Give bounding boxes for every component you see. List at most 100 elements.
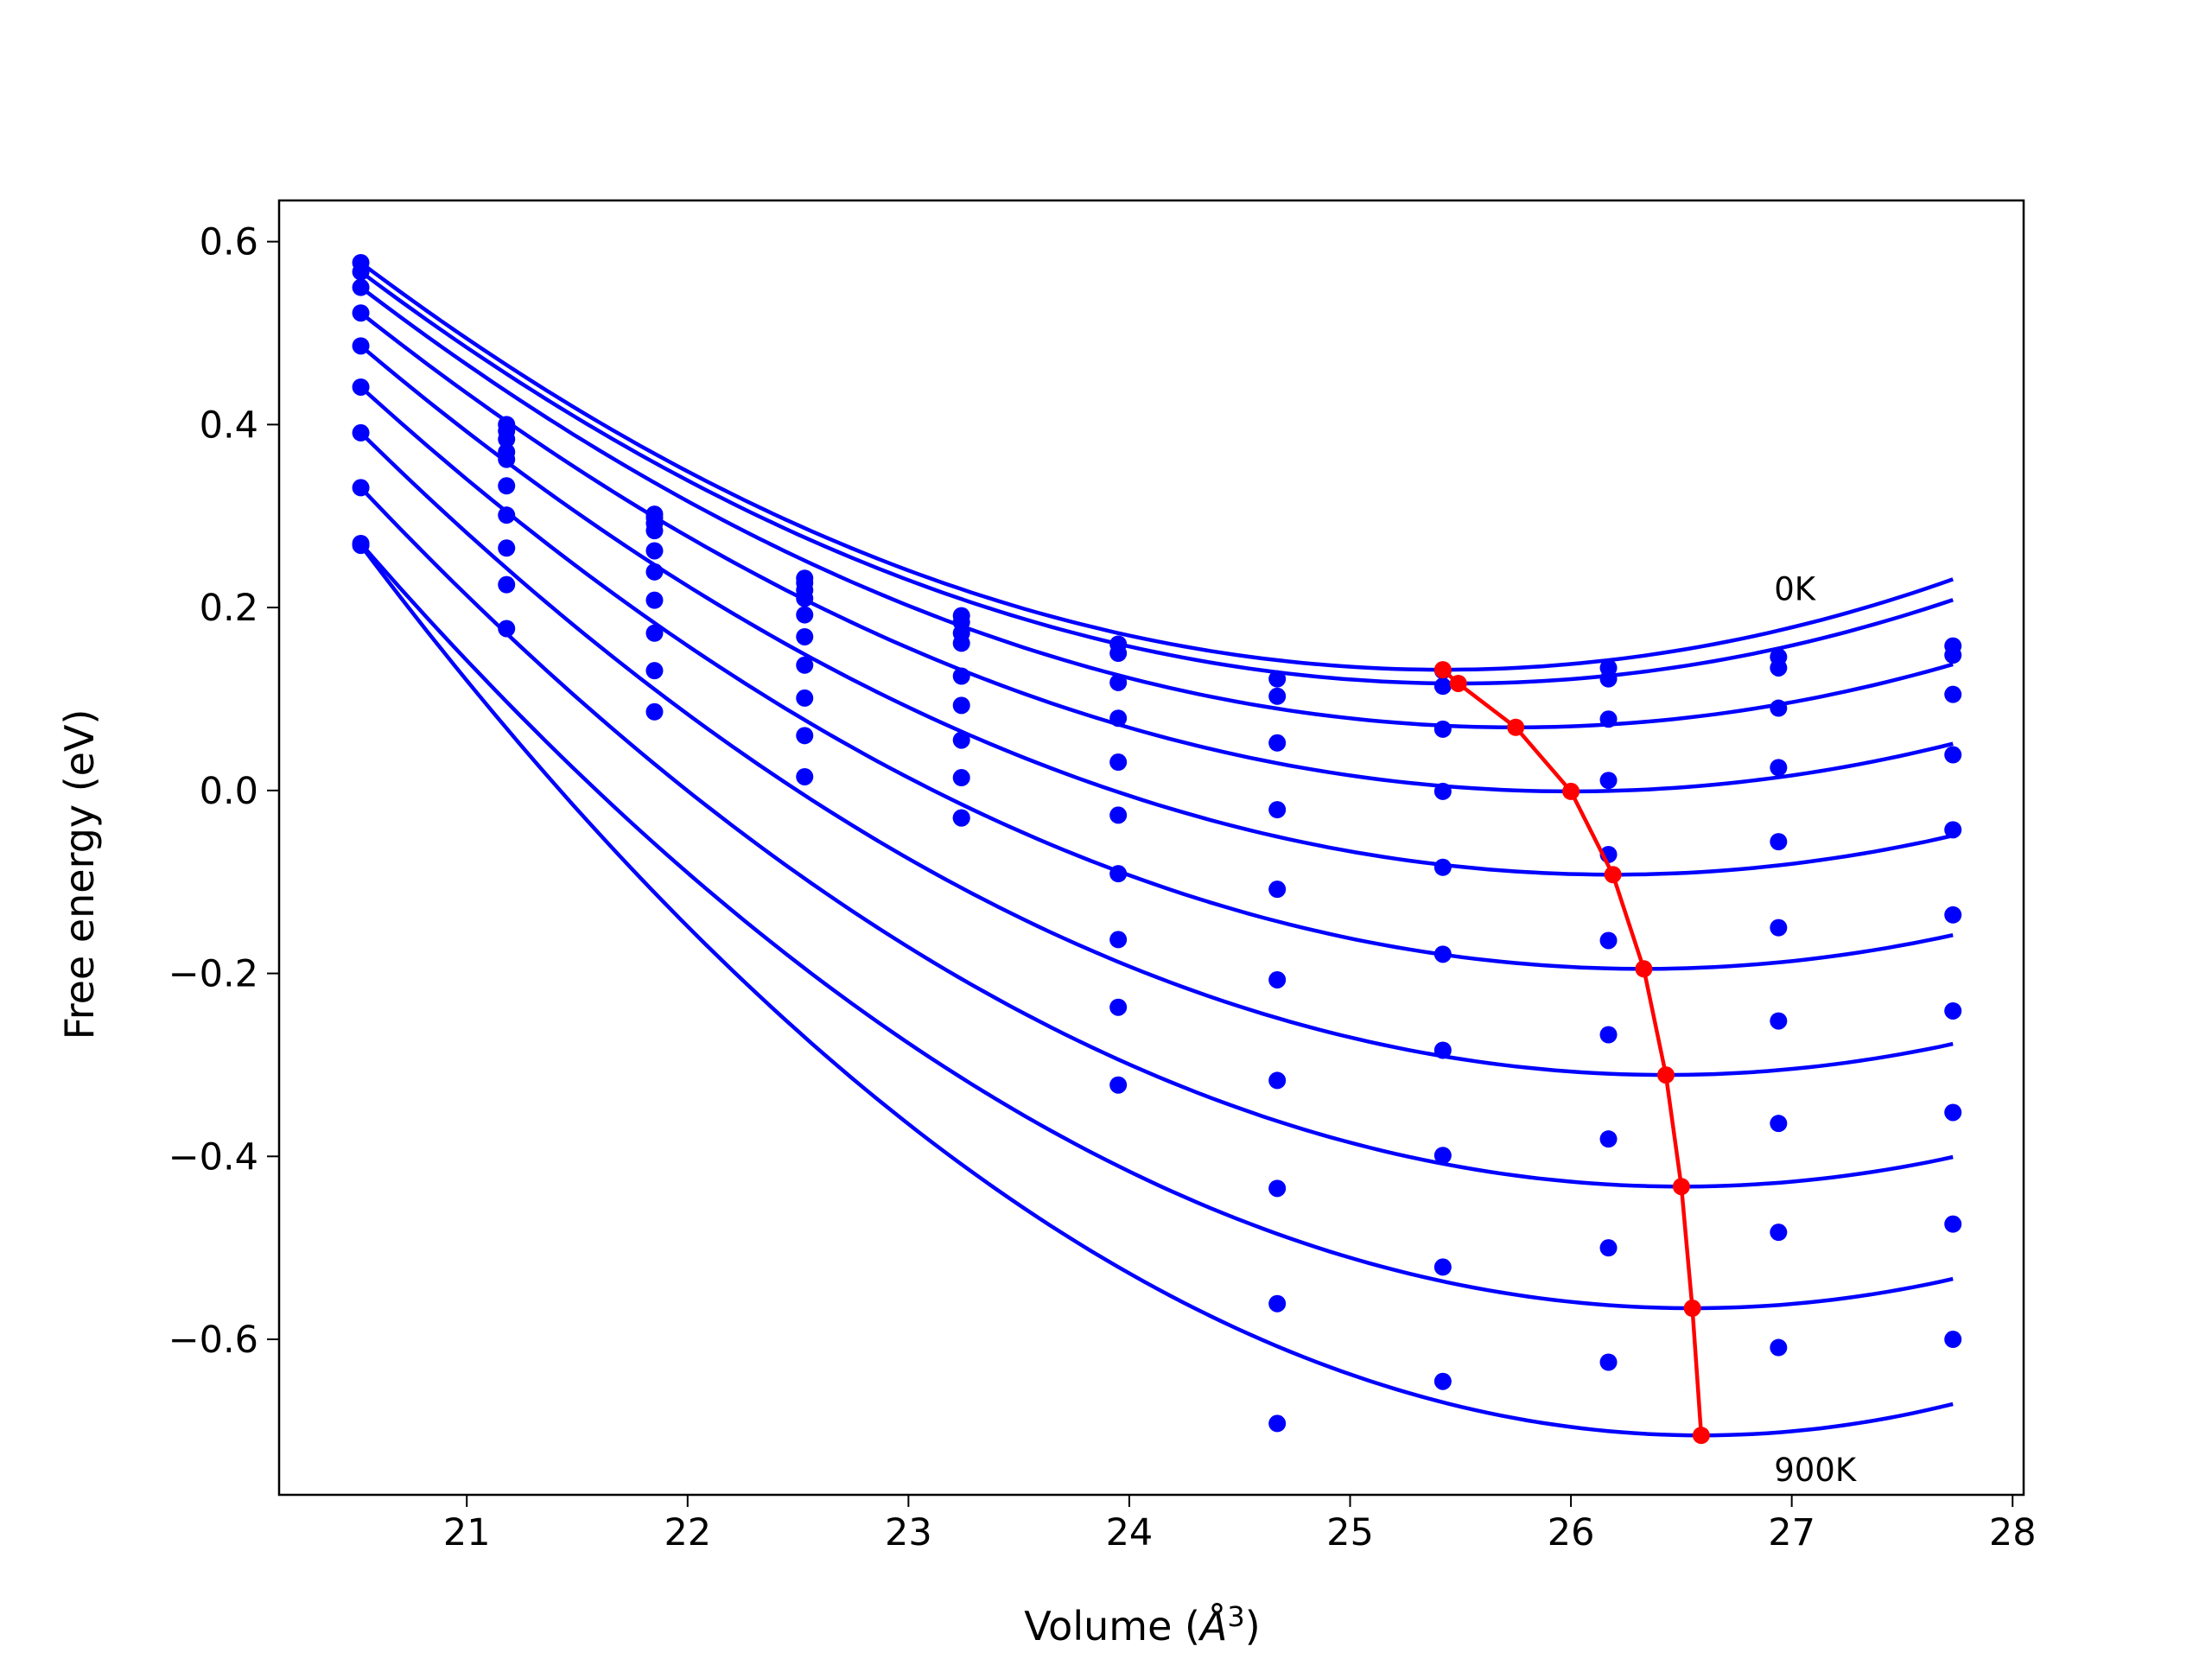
data-point	[1944, 906, 1962, 924]
data-point	[352, 537, 370, 555]
data-point	[1268, 687, 1287, 705]
x-axis-ticks: 21 22 23 24 25 26 27 28	[443, 1495, 2037, 1554]
minimum-point	[1672, 1178, 1690, 1196]
data-point	[1109, 645, 1128, 663]
data-point	[352, 378, 370, 396]
data-point	[1109, 931, 1128, 949]
data-point	[645, 624, 664, 642]
data-point	[1944, 1103, 1962, 1122]
y-tick-label: 0.6	[200, 221, 258, 264]
plot-frame	[277, 199, 2025, 1497]
fit-curves	[359, 261, 1954, 1438]
fit-curve-3	[359, 311, 1954, 794]
minimum-point	[1656, 1066, 1675, 1084]
y-tick-label: 0.0	[200, 770, 258, 813]
fit-curve-4	[359, 344, 1954, 877]
data-point	[1599, 1130, 1618, 1148]
fit-curve-9	[359, 543, 1954, 1438]
y-tick-label: −0.2	[168, 953, 258, 996]
data-point	[1599, 1026, 1618, 1044]
y-tick-label: −0.4	[168, 1135, 258, 1179]
data-point	[498, 539, 516, 557]
data-point	[1770, 759, 1788, 777]
data-point	[1599, 1239, 1618, 1257]
data-point	[1268, 734, 1287, 752]
minimum-line	[1441, 668, 1704, 1436]
data-point	[498, 430, 516, 448]
minimum-point	[1449, 674, 1467, 692]
data-point	[1433, 782, 1452, 800]
x-axis-label: Volume (Å3)	[1024, 1600, 1260, 1649]
x-tick-label: 25	[1326, 1511, 1374, 1554]
data-point	[1944, 821, 1962, 839]
data-point	[1268, 1414, 1287, 1433]
x-tick-label: 24	[1106, 1511, 1154, 1554]
data-point	[1268, 970, 1287, 988]
y-tick-label: 0.2	[200, 587, 258, 630]
data-point	[1599, 1353, 1618, 1371]
minimum-point	[1635, 960, 1653, 978]
x-tick-label: 23	[885, 1511, 932, 1554]
annotations: 0K 900K	[1774, 571, 1858, 1489]
fit-curve-2	[359, 285, 1954, 730]
data-point	[645, 563, 664, 581]
annotation-label: 0K	[1774, 571, 1817, 608]
data-point	[352, 479, 370, 497]
data-point	[1268, 1071, 1287, 1090]
data-point	[352, 304, 370, 322]
data-point	[796, 689, 814, 707]
fit-curve-6	[359, 431, 1954, 1077]
data-point	[1109, 865, 1128, 883]
data-point	[645, 522, 664, 540]
data-point	[952, 769, 970, 787]
data-point	[498, 450, 516, 468]
data-point	[645, 662, 664, 680]
data-point	[1599, 710, 1618, 728]
data-point	[645, 702, 664, 721]
data-point	[796, 589, 814, 607]
data-point	[1770, 1338, 1788, 1357]
data-point	[1770, 918, 1788, 937]
data-point	[1109, 709, 1128, 728]
y-tick-label: 0.4	[200, 404, 258, 447]
data-point	[1433, 1147, 1452, 1165]
fit-curve-0	[359, 261, 1954, 672]
data-point	[1268, 1294, 1287, 1313]
data-point	[796, 727, 814, 745]
minimum-point	[1433, 661, 1452, 679]
data-point	[352, 423, 370, 442]
data-point	[352, 263, 370, 281]
data-point	[498, 477, 516, 495]
data-point	[952, 667, 970, 685]
data-point	[1599, 931, 1618, 950]
data-point	[1268, 880, 1287, 899]
x-tick-label: 28	[1989, 1511, 2037, 1554]
data-point	[1944, 746, 1962, 764]
data-point	[1599, 772, 1618, 790]
minimum-point	[1507, 718, 1525, 736]
data-point	[1944, 646, 1962, 664]
data-point	[796, 767, 814, 785]
data-point	[1268, 670, 1287, 688]
data-point	[498, 506, 516, 524]
data-point	[952, 696, 970, 715]
data-point	[1433, 1041, 1452, 1059]
minimum-point	[1604, 866, 1622, 884]
data-point	[352, 278, 370, 296]
data-point	[1109, 673, 1128, 691]
data-point	[1770, 1115, 1788, 1133]
y-axis-ticks: 0.6 0.4 0.2 0.0 −0.2 −0.4 −0.6	[168, 221, 279, 1362]
data-point	[1770, 658, 1788, 677]
data-point	[1433, 720, 1452, 738]
data-point	[1433, 1372, 1452, 1390]
data-point	[1433, 858, 1452, 876]
data-point	[1433, 677, 1452, 696]
minimum-path	[1433, 661, 1710, 1445]
y-tick-label: −0.6	[168, 1319, 258, 1362]
data-point	[1433, 945, 1452, 963]
data-point	[952, 809, 970, 827]
data-point	[1433, 1258, 1452, 1276]
data-point	[1770, 1012, 1788, 1030]
data-point	[1109, 998, 1128, 1016]
